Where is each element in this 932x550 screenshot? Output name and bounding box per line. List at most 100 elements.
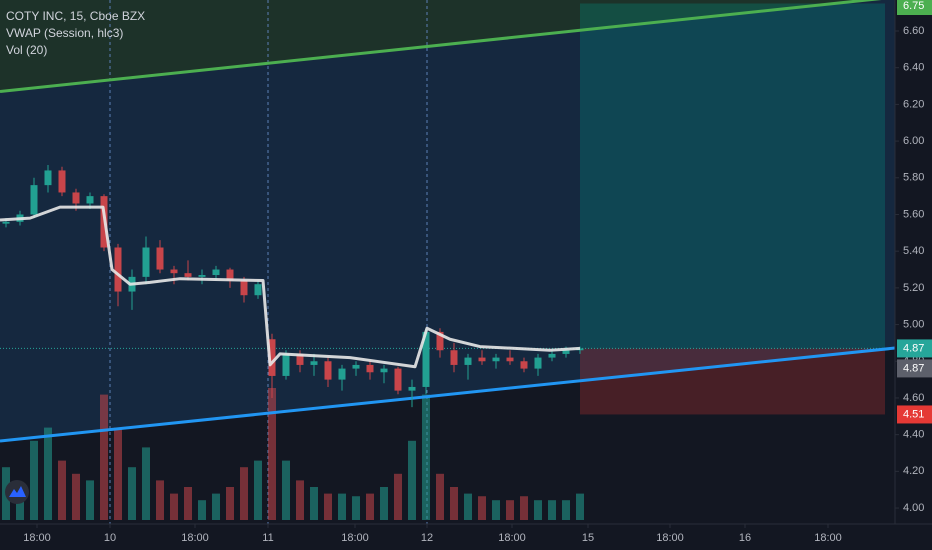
candle-body (506, 357, 514, 362)
candle-body (548, 353, 556, 358)
indicator-label: Vol (20) (6, 43, 48, 57)
volume-bar (576, 493, 584, 520)
candle-body (156, 247, 164, 270)
volume-bar (44, 427, 52, 520)
profit-zone (580, 3, 885, 349)
axis-price-tag-label: 4.87 (903, 362, 924, 374)
volume-bar (478, 496, 486, 520)
volume-bar (114, 427, 122, 520)
volume-bar (380, 487, 388, 520)
volume-bar (436, 473, 444, 520)
candle-body (520, 361, 528, 369)
volume-bar (408, 440, 416, 520)
candle-body (198, 275, 206, 277)
candle-body (268, 339, 276, 376)
volume-bar (142, 447, 150, 520)
axis-price-tag (897, 339, 932, 358)
volume-bar (198, 500, 206, 520)
vwap-line (0, 205, 581, 369)
y-tick-label: 4.00 (903, 502, 924, 514)
candle-body (114, 247, 122, 292)
axis-price-tag (897, 359, 932, 378)
candle-body (296, 353, 304, 365)
plot (0, 0, 896, 524)
x-tick-label: 12 (421, 532, 433, 544)
volume-bar (324, 493, 332, 520)
candle-body (58, 170, 66, 193)
logo (5, 480, 29, 504)
y-tick-label: 4.40 (903, 429, 924, 441)
channel-fill (0, 0, 895, 442)
candle-body (226, 269, 234, 281)
volume-bar (58, 460, 66, 520)
volume-bar (296, 480, 304, 520)
candle-body (72, 192, 80, 204)
y-tick-label: 6.60 (903, 25, 924, 37)
x-tick-label: 18:00 (23, 532, 51, 544)
x-tick-label: 18:00 (181, 532, 209, 544)
candle-body (2, 221, 10, 224)
candle-body (212, 269, 220, 276)
candle-body (380, 368, 388, 373)
x-tick-label: 10 (104, 532, 116, 544)
volume-bar (240, 467, 248, 520)
x-tick-label: 11 (262, 532, 273, 544)
y-tick-label: 4.60 (903, 392, 924, 404)
trend-line (0, 0, 882, 94)
candle-body (142, 247, 150, 277)
volume-bar (184, 487, 192, 520)
volume-bar (506, 500, 514, 520)
y-tick-label: 4.20 (903, 465, 924, 477)
volume-bar (492, 500, 500, 520)
candle-body (492, 357, 500, 362)
candle-body (324, 361, 332, 380)
volume-bar (72, 473, 80, 520)
volume-bar (548, 500, 556, 520)
candle-body (30, 185, 38, 215)
volume-bar (394, 473, 402, 520)
candle-body (408, 386, 416, 391)
channel-upper-fill (0, 0, 895, 92)
axis-price-tag-label: 4.87 (903, 342, 924, 354)
x-tick-label: 18:00 (814, 532, 842, 544)
trend-line (0, 346, 896, 443)
volume-bar (30, 440, 38, 520)
candle-body (478, 357, 486, 362)
volume-bar (534, 500, 542, 520)
candle-body (254, 284, 262, 296)
axis-price-tag-label: 4.51 (903, 408, 924, 420)
indicator-label: VWAP (Session, hlc3) (6, 26, 124, 40)
y-tick-label: 6.20 (903, 98, 924, 110)
volume-bar (464, 493, 472, 520)
volume-bar (254, 460, 262, 520)
candle-body (422, 331, 430, 387)
candle-body (366, 364, 374, 373)
candle-body (44, 170, 52, 186)
volume-bar (352, 496, 360, 520)
y-tick-label: 5.60 (903, 208, 924, 220)
y-tick-label: 6.40 (903, 62, 924, 74)
volume-bar (366, 493, 374, 520)
candle-body (436, 331, 444, 351)
candle-body (394, 368, 402, 391)
candle-body (310, 361, 318, 365)
symbol-title: COTY INC, 15, Cboe BZX (6, 9, 146, 23)
candle-body (338, 368, 346, 380)
axis-price-tag-label: 6.75 (903, 0, 924, 12)
candle-body (86, 196, 94, 204)
x-tick-label: 18:00 (656, 532, 684, 544)
y-tick-label: 5.20 (903, 282, 924, 294)
x-tick-label: 16 (739, 532, 751, 544)
x-tick-label: 18:00 (498, 532, 526, 544)
x-tick-label: 15 (582, 532, 594, 544)
volume-bar (86, 480, 94, 520)
y-tick-label: 5.80 (903, 172, 924, 184)
volume-bar (212, 493, 220, 520)
volume-bar (520, 496, 528, 520)
volume-bar (156, 480, 164, 520)
volume-bar (310, 487, 318, 520)
candle-body (464, 357, 472, 365)
volume-bar (282, 460, 290, 520)
